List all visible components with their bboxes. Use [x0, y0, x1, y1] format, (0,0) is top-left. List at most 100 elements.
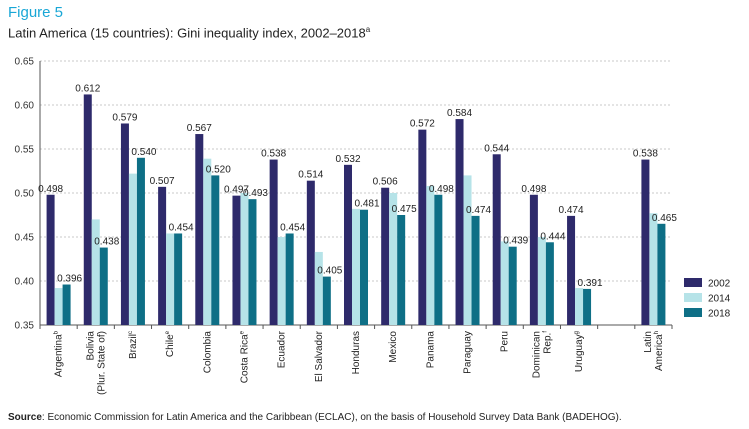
- category-label: (Plur. State of): [96, 331, 107, 395]
- y-tick-label: 0.60: [15, 101, 35, 112]
- category-label: Dominican: [531, 331, 542, 378]
- category-label: Chilee: [165, 330, 176, 357]
- bar-2018: [434, 194, 443, 325]
- category-label: Rep.f: [542, 331, 553, 354]
- bar-2014: [166, 233, 175, 325]
- data-label: 0.532: [335, 154, 360, 165]
- bar-2002: [46, 194, 55, 325]
- category-label-sup: b: [54, 330, 60, 334]
- bar-2018: [508, 246, 517, 325]
- bar-2018: [99, 247, 108, 325]
- data-label: 0.507: [150, 176, 175, 187]
- data-label: 0.498: [429, 184, 454, 195]
- y-tick-label: 0.35: [15, 321, 35, 332]
- legend-swatch: [684, 293, 702, 302]
- y-tick-label: 0.65: [15, 57, 35, 68]
- chart-title: Latin America (15 countries): Gini inequ…: [8, 25, 370, 40]
- bar-2002: [381, 187, 390, 325]
- data-label: 0.498: [38, 184, 63, 195]
- category-label-sup: h: [654, 331, 660, 334]
- category-label: Uruguayg: [574, 331, 585, 372]
- chart-title-sup: a: [365, 25, 371, 34]
- bar-2002: [195, 134, 204, 325]
- bar-2002: [567, 215, 576, 325]
- category-label: Peru: [500, 331, 511, 352]
- data-label: 0.454: [280, 222, 305, 233]
- bar-2018: [322, 276, 331, 325]
- bar-2014: [128, 173, 137, 325]
- figure-label: Figure 5: [8, 4, 64, 21]
- bar-2014: [277, 237, 286, 325]
- bar-2014: [203, 158, 212, 325]
- data-label: 0.544: [484, 143, 509, 154]
- category-label-sup: c: [128, 331, 134, 334]
- category-label: Panama: [425, 331, 436, 369]
- bar-2018: [248, 199, 257, 325]
- data-label: 0.405: [317, 266, 342, 277]
- category-label: Americah: [654, 331, 665, 371]
- bar-2018: [657, 223, 666, 325]
- legend-label: 2002: [708, 279, 731, 290]
- data-label: 0.454: [169, 222, 194, 233]
- chart-title-text: Latin America (15 countries): Gini inequ…: [8, 25, 366, 41]
- bar-2014: [575, 288, 584, 325]
- bar-2002: [269, 159, 278, 325]
- category-label: Latin: [643, 331, 654, 353]
- bar-2002: [641, 159, 650, 325]
- category-label: Ecuador: [277, 330, 288, 368]
- bar-2018: [360, 209, 368, 325]
- bar-2002: [306, 180, 315, 325]
- bar-2014: [352, 208, 360, 325]
- category-label: Brazilc: [128, 331, 139, 359]
- bar-2018: [211, 175, 220, 325]
- category-label: Paraguay: [463, 331, 474, 374]
- bar-2014: [240, 193, 249, 325]
- source-text: : Economic Commission for Latin America …: [41, 412, 622, 423]
- data-label: 0.538: [633, 149, 658, 160]
- bar-2018: [471, 215, 480, 325]
- category-label: Bolivia: [85, 331, 96, 361]
- bar-2002: [492, 154, 501, 325]
- data-label: 0.498: [521, 184, 546, 195]
- category-label-sup: g: [574, 331, 580, 334]
- data-label: 0.465: [652, 213, 677, 224]
- data-label: 0.572: [410, 119, 435, 130]
- bar-2018: [285, 233, 294, 325]
- bar-2018: [174, 233, 183, 325]
- data-label: 0.391: [578, 278, 603, 289]
- bar-2002: [344, 164, 352, 325]
- data-label: 0.439: [503, 236, 528, 247]
- data-label: 0.514: [298, 170, 323, 181]
- bar-2002: [83, 94, 92, 325]
- y-tick-label: 0.55: [15, 145, 35, 156]
- data-label: 0.520: [206, 164, 231, 175]
- data-label: 0.612: [75, 83, 100, 94]
- category-label: Argentinab: [54, 330, 65, 377]
- bar-2018: [583, 288, 592, 325]
- data-label: 0.493: [243, 188, 268, 199]
- legend-swatch: [684, 308, 702, 317]
- bar-2014: [426, 185, 435, 325]
- bar-2014: [314, 251, 323, 325]
- bar-2002: [158, 186, 167, 325]
- data-label: 0.474: [559, 205, 584, 216]
- gini-bar-chart: 0.35 0.40 0.45 0.50 0.55 0.60 0.65 0.498 0.396 Ar…: [15, 57, 731, 395]
- bar-2018: [62, 284, 71, 325]
- bar-2002: [418, 129, 427, 325]
- data-label: 0.579: [112, 112, 137, 123]
- legend-label: 2018: [708, 309, 731, 320]
- bar-2014: [537, 237, 546, 325]
- bar-2014: [389, 193, 398, 325]
- legend-swatch: [684, 278, 702, 287]
- legend-label: 2014: [708, 294, 731, 305]
- category-label: Mexico: [388, 331, 399, 363]
- data-label: 0.506: [373, 177, 398, 188]
- bar-2002: [455, 119, 464, 325]
- data-label: 0.584: [447, 108, 472, 119]
- data-label: 0.438: [94, 237, 119, 248]
- data-label: 0.540: [131, 147, 156, 158]
- data-label: 0.444: [540, 231, 565, 242]
- category-label-sup: e: [165, 330, 171, 334]
- source-label: Source: [8, 412, 42, 423]
- bar-2014: [500, 241, 509, 325]
